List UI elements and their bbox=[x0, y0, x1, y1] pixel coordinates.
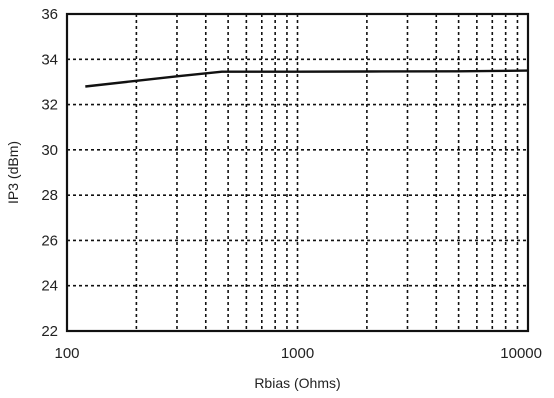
y-tick-label: 36 bbox=[41, 6, 58, 23]
y-axis-label: IP3 (dBm) bbox=[5, 141, 21, 204]
y-tick-label: 30 bbox=[41, 142, 58, 159]
x-tick-label: 1000 bbox=[281, 345, 314, 362]
series-layer bbox=[85, 69, 529, 88]
plot-area-frame bbox=[65, 12, 530, 333]
y-tick-label: 24 bbox=[41, 278, 58, 295]
x-axis-label: Rbias (Ohms) bbox=[254, 375, 340, 391]
y-tick-label: 32 bbox=[41, 97, 58, 114]
grid bbox=[67, 14, 528, 331]
x-tick-label: 10000 bbox=[500, 345, 542, 362]
x-axis-ticks: 100 1000 10000 bbox=[54, 345, 542, 362]
y-tick-label: 34 bbox=[41, 51, 58, 68]
x-tick-label: 100 bbox=[54, 345, 79, 362]
y-tick-label: 28 bbox=[41, 187, 58, 204]
ip3-series-line bbox=[85, 69, 529, 88]
y-axis-ticks: 22 24 26 28 30 32 34 36 bbox=[41, 6, 58, 340]
y-tick-label: 26 bbox=[41, 232, 58, 249]
y-tick-label: 22 bbox=[41, 323, 58, 340]
